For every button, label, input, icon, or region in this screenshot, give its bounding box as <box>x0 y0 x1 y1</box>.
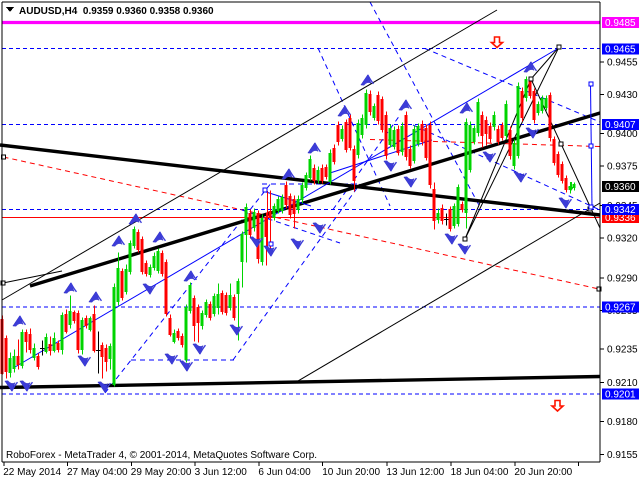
svg-text:0.9400: 0.9400 <box>607 129 638 140</box>
svg-text:18 Jun 04:00: 18 Jun 04:00 <box>451 467 509 478</box>
svg-text:3 Jun 12:00: 3 Jun 12:00 <box>195 467 248 478</box>
svg-text:0.9407: 0.9407 <box>605 120 636 131</box>
svg-text:0.9290: 0.9290 <box>607 274 638 285</box>
svg-text:0.9465: 0.9465 <box>605 45 636 56</box>
svg-text:0.9267: 0.9267 <box>605 303 636 314</box>
svg-text:AUDUSD,H4 0.9359 0.9360 0.935: AUDUSD,H4 0.9359 0.9360 0.9358 0.9360 <box>19 6 214 17</box>
svg-text:0.9235: 0.9235 <box>607 345 638 356</box>
svg-text:29 May 20:00: 29 May 20:00 <box>131 467 192 478</box>
svg-text:20 Jun 20:00: 20 Jun 20:00 <box>514 467 572 478</box>
svg-text:0.9455: 0.9455 <box>607 58 638 69</box>
svg-text:0.9210: 0.9210 <box>607 378 638 389</box>
svg-text:RoboForex - MetaTrader 4, © 20: RoboForex - MetaTrader 4, © 2001-2014, M… <box>6 450 317 461</box>
svg-text:0.9320: 0.9320 <box>607 234 638 245</box>
svg-text:0.9360: 0.9360 <box>605 182 636 193</box>
svg-text:0.9155: 0.9155 <box>607 450 638 461</box>
svg-text:0.9201: 0.9201 <box>605 390 636 401</box>
svg-text:0.9375: 0.9375 <box>607 162 638 173</box>
svg-text:10 Jun 20:00: 10 Jun 20:00 <box>322 467 380 478</box>
svg-text:0.9430: 0.9430 <box>607 90 638 101</box>
svg-text:27 May 04:00: 27 May 04:00 <box>67 467 128 478</box>
svg-text:0.9342: 0.9342 <box>605 205 636 216</box>
svg-text:0.9180: 0.9180 <box>607 417 638 428</box>
svg-text:0.9485: 0.9485 <box>605 18 636 29</box>
svg-text:22 May 2014: 22 May 2014 <box>3 467 61 478</box>
svg-text:0.9336: 0.9336 <box>605 213 636 224</box>
svg-text:6 Jun 04:00: 6 Jun 04:00 <box>258 467 311 478</box>
svg-text:13 Jun 12:00: 13 Jun 12:00 <box>386 467 444 478</box>
